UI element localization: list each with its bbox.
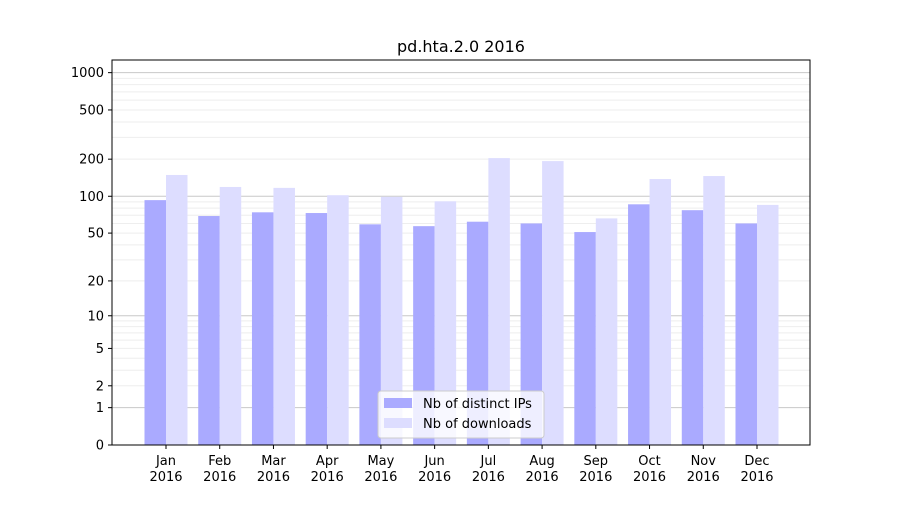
bar-downloads	[703, 176, 725, 445]
legend-swatch	[384, 398, 412, 408]
y-tick-label: 200	[79, 153, 104, 168]
bar-distinct-ips	[466, 221, 489, 445]
x-tick-label: Mar	[261, 454, 286, 469]
y-tick-label: 2	[96, 379, 104, 394]
legend: Nb of distinct IPs Nb of downloads	[377, 390, 545, 439]
bar-downloads	[757, 204, 779, 445]
x-tick-label: 2016	[472, 470, 505, 485]
x-tick-label: Aug	[529, 454, 554, 469]
y-tick-label: 20	[87, 274, 104, 289]
y-axis: 0 1 2 5 10 20 50 100 200 500 1000	[71, 66, 112, 454]
x-tick-label: 2016	[633, 470, 666, 485]
x-tick-label: Jan	[155, 454, 176, 469]
x-tick-label: 2016	[149, 470, 182, 485]
bar-distinct-ips	[198, 216, 220, 445]
bar-distinct-ips	[574, 232, 596, 445]
legend-label: Nb of distinct IPs	[423, 397, 532, 412]
bar-distinct-ips	[251, 212, 274, 445]
x-tick-label: Nov	[691, 454, 717, 469]
axes-frame	[111, 59, 811, 446]
legend-label: Nb of downloads	[423, 417, 532, 432]
x-tick-label: 2016	[364, 470, 397, 485]
x-tick-label: 2016	[740, 470, 773, 485]
bar-distinct-ips	[681, 210, 704, 445]
y-tick-label: 1000	[71, 66, 104, 81]
y-tick-label: 10	[87, 309, 104, 324]
bar-downloads	[595, 218, 618, 445]
x-tick-label: 2016	[257, 470, 290, 485]
x-tick-label: Oct	[638, 454, 660, 469]
x-tick-label: 2016	[579, 470, 612, 485]
x-tick-label: Feb	[208, 454, 231, 469]
y-tick-label: 500	[79, 103, 104, 118]
bar-downloads	[649, 179, 672, 445]
chart-title: pd.hta.2.0 2016	[397, 37, 525, 56]
bar-downloads	[380, 196, 403, 445]
bar-distinct-ips	[305, 213, 328, 445]
bar-downloads	[488, 158, 510, 446]
x-tick-label: Jun	[423, 454, 444, 469]
bar-distinct-ips	[359, 224, 381, 445]
y-tick-label: 5	[96, 342, 104, 357]
bar-distinct-ips	[144, 200, 166, 445]
bar-downloads	[219, 186, 242, 445]
y-tick-label: 50	[87, 227, 104, 242]
x-tick-label: 2016	[687, 470, 720, 485]
x-tick-label: Jul	[480, 454, 497, 469]
x-tick-label: 2016	[418, 470, 451, 485]
x-tick-label: Sep	[584, 454, 609, 469]
x-tick-label: Apr	[316, 454, 339, 469]
legend-box	[377, 390, 545, 439]
x-axis: Jan2016Feb2016Mar2016Apr2016May2016Jun20…	[149, 445, 774, 485]
y-tick-label: 0	[96, 439, 104, 454]
bar-downloads	[434, 201, 457, 445]
bar-distinct-ips	[628, 204, 650, 445]
x-tick-label: May	[367, 454, 394, 469]
bar-downloads	[273, 187, 295, 445]
bar-distinct-ips	[735, 223, 757, 445]
bar-downloads	[166, 174, 188, 445]
legend-swatch	[384, 418, 412, 428]
y-tick-label: 1	[96, 401, 104, 416]
x-tick-label: Dec	[744, 454, 769, 469]
bar-distinct-ips	[413, 226, 435, 445]
x-tick-label: 2016	[526, 470, 559, 485]
bar-downloads	[327, 195, 349, 445]
bar-distinct-ips	[520, 223, 543, 445]
bar-downloads	[542, 161, 564, 445]
x-tick-label: 2016	[311, 470, 344, 485]
bars	[144, 158, 779, 446]
x-tick-label: 2016	[203, 470, 236, 485]
y-tick-label: 100	[79, 190, 104, 205]
